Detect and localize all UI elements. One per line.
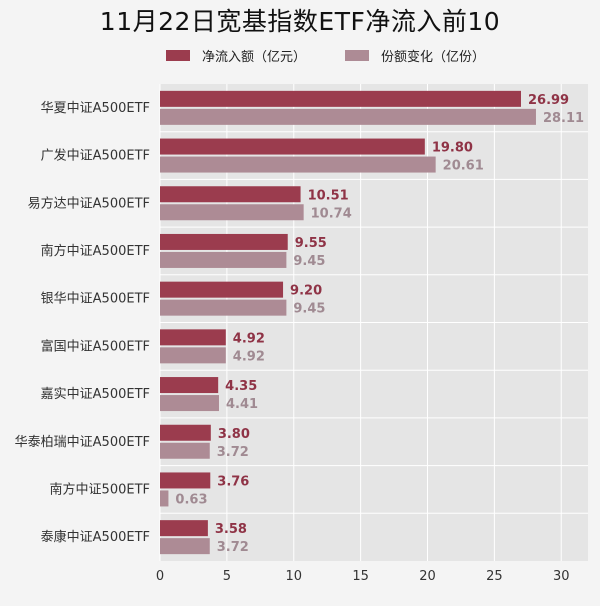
bar-net-inflow: [160, 90, 521, 107]
category-label: 南方中证500ETF: [50, 481, 150, 497]
value-label-share-change: 4.41: [226, 397, 258, 412]
category-label: 富国中证A500ETF: [41, 338, 150, 354]
bar-share-change: [160, 442, 210, 459]
bar-share-change: [160, 299, 287, 316]
value-label-share-change: 0.63: [175, 492, 207, 507]
value-label-share-change: 3.72: [217, 445, 249, 460]
category-label: 华夏中证A500ETF: [41, 101, 150, 116]
value-label-share-change: 20.61: [443, 159, 484, 174]
value-label-share-change: 9.45: [293, 302, 325, 317]
value-label-net-inflow: 26.99: [528, 93, 569, 108]
legend-item-net-inflow: 净流入额（亿元）: [166, 44, 306, 66]
legend-swatch-net-inflow: [166, 49, 190, 61]
value-label-net-inflow: 9.20: [290, 284, 322, 299]
x-tick-label-25: 25: [486, 569, 503, 584]
x-tick-label-10: 10: [285, 569, 302, 584]
value-label-share-change: 28.11: [543, 111, 584, 126]
x-tick-label-0: 0: [156, 569, 164, 584]
bar-net-inflow: [160, 281, 284, 298]
value-label-net-inflow: 4.92: [233, 331, 265, 346]
bar-net-inflow: [160, 233, 288, 250]
bar-net-inflow: [160, 138, 425, 155]
category-label: 易方达中证A500ETF: [28, 195, 150, 211]
x-tick-label-5: 5: [223, 569, 231, 584]
value-label-share-change: 3.72: [217, 540, 249, 555]
x-tick-label-20: 20: [419, 569, 436, 584]
legend-label-net-inflow: 净流入额（亿元）: [202, 49, 307, 65]
bar-share-change: [160, 538, 210, 555]
bar-share-change: [160, 490, 169, 507]
bar-share-change: [160, 204, 304, 221]
bar-share-change: [160, 395, 219, 412]
x-tick-label-15: 15: [352, 569, 369, 584]
category-label: 银华中证A500ETF: [41, 292, 150, 307]
bar-share-change: [160, 251, 287, 268]
value-label-net-inflow: 9.55: [295, 236, 327, 251]
value-label-share-change: 9.45: [293, 254, 325, 269]
bar-net-inflow: [160, 520, 208, 537]
value-label-net-inflow: 4.35: [225, 379, 257, 394]
category-label: 南方中证A500ETF: [41, 243, 150, 259]
x-tick-label-30: 30: [553, 569, 570, 584]
chart-title: 11月22日宽基指数ETF净流入前10: [99, 7, 501, 36]
legend-label-share-change: 份额变化（亿份）: [381, 49, 486, 65]
legend-swatch-share-change: [345, 49, 369, 61]
value-label-net-inflow: 19.80: [432, 141, 473, 156]
bar-net-inflow: [160, 472, 211, 489]
bar-share-change: [160, 108, 536, 125]
bar-share-change: [160, 156, 436, 173]
bar-net-inflow: [160, 424, 211, 441]
value-label-net-inflow: 10.51: [308, 188, 349, 203]
value-label-net-inflow: 3.76: [217, 474, 249, 489]
value-label-share-change: 4.92: [233, 349, 265, 364]
bar-share-change: [160, 347, 226, 364]
category-label: 华泰柏瑞中证A500ETF: [15, 435, 150, 450]
category-label: 嘉实中证A500ETF: [41, 387, 150, 402]
bar-net-inflow: [160, 329, 226, 346]
value-label-share-change: 10.74: [311, 206, 352, 221]
category-label: 泰康中证A500ETF: [41, 529, 150, 545]
value-label-net-inflow: 3.58: [215, 522, 247, 537]
category-label: 广发中证A500ETF: [41, 148, 150, 164]
legend-item-share-change: 份额变化（亿份）: [345, 44, 485, 66]
legend: 净流入额（亿元） 份额变化（亿份）: [0, 44, 600, 66]
value-label-net-inflow: 3.80: [218, 427, 250, 442]
bar-net-inflow: [160, 186, 301, 203]
bar-net-inflow: [160, 377, 219, 394]
